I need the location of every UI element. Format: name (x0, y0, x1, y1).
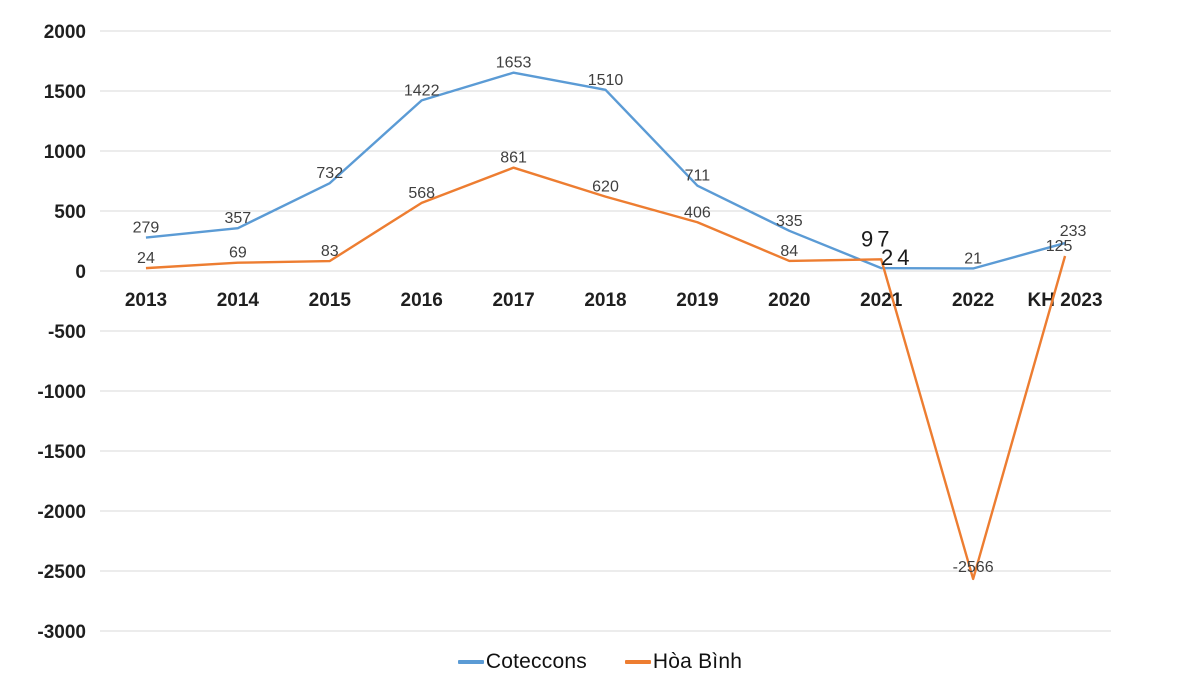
x-tick-label: 2018 (584, 290, 626, 311)
x-tick-label: 2020 (768, 290, 810, 311)
line-chart-canvas: 2000 1500 1000 500 0 -500 -1000 -1500 -2000 -2500… (37, 22, 1111, 643)
data-label: 69 (229, 245, 247, 262)
y-tick-label: 1000 (44, 142, 86, 163)
legend-item-coteccons: Coteccons (457, 650, 587, 674)
data-label: 279 (133, 220, 160, 237)
data-label: 83 (321, 243, 339, 260)
legend-swatch-icon (624, 660, 651, 664)
data-label: 861 (500, 150, 527, 167)
data-label: 711 (685, 168, 711, 185)
y-tick-label: -2500 (37, 562, 86, 583)
x-tick-label: 2022 (952, 290, 994, 311)
data-label: 233 (1060, 223, 1087, 240)
data-label: 21 (964, 250, 982, 267)
x-tick-label: 2014 (217, 290, 260, 311)
data-label: 1510 (588, 72, 624, 89)
y-tick-label: 500 (54, 202, 86, 223)
y-tick-label: 1500 (44, 82, 86, 103)
y-tick-label: -500 (48, 322, 86, 343)
series-line-coteccons (145, 71, 1066, 270)
x-tick-label: 2017 (492, 290, 534, 311)
legend-swatch-icon (457, 660, 484, 664)
data-label: 357 (225, 210, 252, 227)
y-tick-label: -1000 (37, 382, 86, 403)
data-label: 24 (137, 250, 155, 267)
data-label: 97 (861, 226, 893, 251)
data-label: 568 (408, 185, 435, 202)
data-label: 24 (881, 245, 913, 270)
chart-legend: Coteccons Hòa Bình (0, 650, 1200, 674)
y-tick-label: -2000 (37, 502, 86, 523)
data-label: 406 (684, 204, 711, 221)
data-label: 1653 (496, 55, 532, 72)
data-label: 84 (780, 243, 798, 260)
x-tick-label: 2016 (401, 290, 443, 311)
x-tick-label: 2019 (676, 290, 718, 311)
series-line-hòa-bình (145, 166, 1067, 581)
y-tick-label: 2000 (44, 22, 86, 43)
x-tick-label: 2013 (125, 290, 167, 311)
legend-label: Hòa Bình (652, 650, 743, 673)
data-label: 732 (316, 165, 343, 182)
x-tick-label: KH 2023 (1028, 290, 1103, 311)
y-tick-label: -1500 (37, 442, 86, 463)
y-tick-label: 0 (75, 262, 86, 283)
data-label: -2566 (953, 559, 994, 576)
x-tick-label: 2015 (309, 290, 352, 311)
data-label: 335 (776, 213, 803, 230)
data-label: 620 (592, 179, 619, 196)
legend-label: Coteccons (485, 650, 587, 673)
y-tick-label: -3000 (37, 622, 86, 643)
data-label: 125 (1046, 238, 1073, 255)
legend-item-hòa-bình: Hòa Bình (624, 650, 743, 674)
data-label: 1422 (404, 82, 440, 99)
